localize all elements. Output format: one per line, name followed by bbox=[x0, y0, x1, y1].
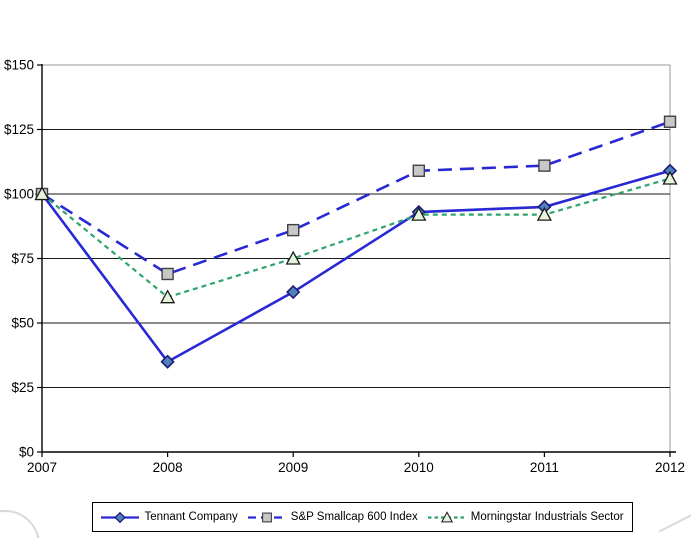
y-tick-label: $125 bbox=[4, 122, 34, 137]
x-tick-label: 2008 bbox=[153, 460, 183, 475]
x-tick-label: 2010 bbox=[404, 460, 434, 475]
marker-triangle bbox=[34, 186, 50, 201]
x-tick-label: 2011 bbox=[530, 460, 559, 475]
legend-label-tennant-company: Tennant Company bbox=[144, 511, 238, 523]
marker-triangle bbox=[285, 250, 301, 265]
marker-square bbox=[538, 159, 551, 172]
legend-item-morningstar-industrials: Morningstar Industrials Sector bbox=[427, 510, 624, 524]
y-tick-label: $100 bbox=[4, 187, 34, 202]
marker-triangle bbox=[662, 170, 678, 185]
marker-triangle bbox=[411, 206, 427, 221]
y-tick-label: $50 bbox=[11, 316, 34, 331]
marker-square bbox=[412, 164, 425, 177]
y-tick-label: $0 bbox=[19, 445, 34, 460]
page-curl-artifact-bottom-right bbox=[658, 513, 691, 533]
series-line-0 bbox=[40, 169, 671, 364]
legend-label-sp-smallcap-600: S&P Smallcap 600 Index bbox=[290, 511, 418, 523]
marker-square bbox=[663, 115, 677, 128]
x-tick-label: 2012 bbox=[655, 460, 685, 475]
marker-square bbox=[161, 267, 174, 281]
marker-triangle bbox=[536, 206, 552, 221]
x-tick-label: 2009 bbox=[278, 460, 308, 475]
marker-triangle bbox=[160, 289, 176, 304]
legend-sample-marker bbox=[261, 512, 272, 522]
marker-diamond bbox=[286, 284, 301, 300]
performance-line-chart: $0 $25 $50 $75 $100 $125 $150 2007 2008 2009 2010 2… bbox=[4, 58, 685, 476]
x-tick-label: 2007 bbox=[27, 460, 57, 475]
legend-sample-marker bbox=[114, 511, 127, 523]
series-line-2 bbox=[41, 177, 671, 299]
legend-sample-square-line-icon bbox=[247, 512, 286, 522]
legend-sample-marker bbox=[440, 510, 453, 522]
page-curl-artifact-bottom-left bbox=[0, 510, 40, 538]
y-tick-label: $75 bbox=[11, 251, 34, 266]
chart-legend: Tennant Company S&P Smallcap 600 Index M… bbox=[92, 502, 633, 532]
y-tick-label: $150 bbox=[4, 58, 34, 73]
legend-item-tennant-company: Tennant Company bbox=[101, 511, 238, 524]
legend-sample-diamond-line-icon bbox=[101, 511, 140, 523]
legend-sample-triangle-line-icon bbox=[427, 510, 466, 522]
legend-item-sp-smallcap-600: S&P Smallcap 600 Index bbox=[247, 511, 418, 524]
y-tick-label: $25 bbox=[11, 380, 34, 395]
marker-square bbox=[287, 223, 300, 237]
legend-label-morningstar-industrials: Morningstar Industrials Sector bbox=[470, 511, 624, 523]
marker-diamond bbox=[160, 354, 175, 369]
